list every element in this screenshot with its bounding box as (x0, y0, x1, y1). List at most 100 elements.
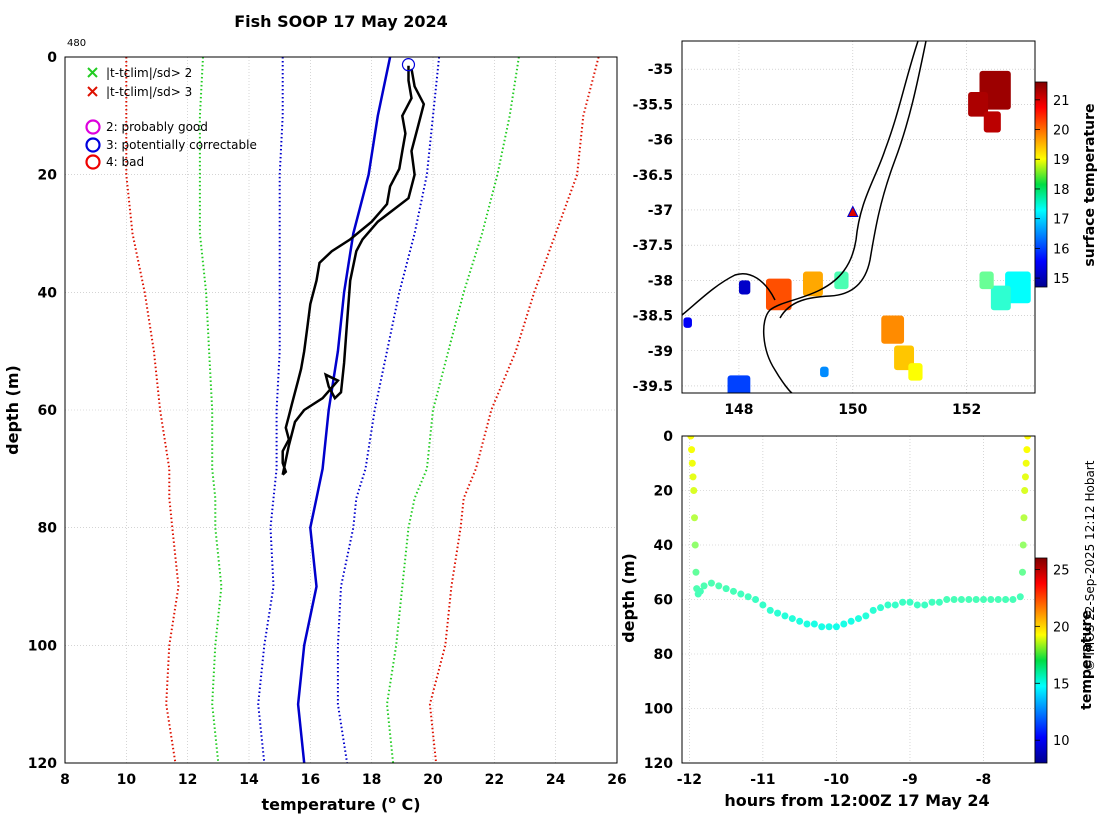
dt-point-49 (980, 596, 988, 603)
profile-xtick-9: 26 (607, 772, 626, 788)
dt-point-31 (847, 617, 855, 625)
dt-point-35 (877, 604, 885, 612)
map-track-marker (846, 205, 859, 217)
sst-patch-11 (834, 271, 849, 290)
map-xtick-1: 150 (838, 402, 867, 418)
dt-point-27 (818, 623, 826, 631)
profile-ytick-0: 0 (47, 50, 57, 66)
dt-point-40 (913, 601, 921, 609)
track-triangle-icon (846, 205, 859, 217)
dt-point-41 (921, 601, 929, 609)
dt-point-37 (891, 601, 899, 609)
map-cbar-ticklabel-4: 19 (1053, 153, 1070, 168)
profile-ytick-6: 120 (28, 756, 57, 772)
dt-point-54 (1016, 593, 1024, 601)
dt-point-34 (869, 606, 877, 614)
dt-point-30 (840, 620, 848, 628)
legend-label-4: 4: bad (106, 155, 144, 169)
depth-time-ylabel: depth (m) (619, 553, 638, 643)
profile-series-profile-upcast (281, 68, 426, 475)
map-ytick-9: -39.5 (633, 379, 673, 395)
profile-xtick-6: 20 (423, 772, 443, 788)
legend-label-3: 3: potentially correctable (106, 138, 257, 152)
dt-point-10 (696, 587, 704, 595)
dt-point-62 (1024, 436, 1032, 440)
profile-ytick-2: 40 (38, 285, 58, 301)
profile-ytick-5: 100 (28, 638, 57, 654)
map-cbar-ticklabel-2: 17 (1053, 213, 1070, 228)
profile-legend: |t-tclim|/sd> 2 |t-tclim|/sd> 3 2: probabl… (85, 66, 257, 170)
dt-xtick-2: -10 (824, 772, 850, 788)
sst-patch-4 (990, 285, 1011, 311)
depth-time-ticks: -12 -11 -10 -9 -8 0 20 40 60 80 100 120 (644, 429, 992, 788)
profile-ytick-4: 80 (38, 521, 58, 537)
legend-circle-icon-4 (85, 154, 101, 170)
dt-point-59 (1021, 473, 1029, 481)
dt-point-56 (1019, 541, 1027, 549)
profile-xtick-4: 16 (301, 772, 320, 788)
dt-point-29 (832, 623, 840, 631)
profile-xtick-2: 12 (178, 772, 197, 788)
profile-id: 480 (67, 38, 86, 49)
dt-ytick-6: 120 (644, 756, 673, 772)
dt-point-43 (935, 598, 943, 606)
map-cbar-ticklabel-0: 15 (1053, 272, 1070, 287)
legend-label-0: |t-tclim|/sd> 2 (106, 66, 192, 80)
dt-point-18 (752, 596, 760, 603)
dt-point-7 (692, 568, 700, 576)
profile-series--1sd (257, 57, 284, 763)
dt-xtick-1: -11 (750, 772, 775, 788)
sst-patch-15 (683, 317, 692, 328)
dt-point-55 (1018, 568, 1026, 576)
dt-point-57 (1020, 514, 1028, 522)
legend-circle-icon-3 (85, 137, 101, 153)
figure-title: Fish SOOP 17 May 2024 (234, 12, 448, 31)
dt-xtick-4: -8 (976, 772, 992, 788)
dt-point-61 (1023, 446, 1031, 454)
dt-point-52 (1002, 596, 1010, 603)
profile-flag-marker-0 (401, 58, 416, 72)
dt-point-6 (691, 541, 699, 549)
map-ytick-4: -37 (648, 203, 673, 219)
depth-time-colorbar-label: temperature (1079, 610, 1095, 710)
legend-x-icon-0 (87, 67, 98, 78)
profile-series--2sd (385, 57, 520, 763)
profile-xtick-7: 22 (485, 772, 504, 788)
map-ytick-1: -35.5 (633, 97, 673, 113)
dt-point-21 (774, 609, 782, 617)
map-colorbar (1034, 81, 1048, 288)
sst-patch-2 (983, 111, 1001, 133)
dt-ytick-0: 0 (663, 429, 673, 445)
legend-label-1: |t-tclim|/sd> 3 (106, 85, 192, 99)
dt-point-48 (972, 596, 980, 603)
profile-lines (125, 57, 600, 763)
legend-label-2: 2: probably good (106, 120, 208, 134)
depth-time-points (687, 436, 1032, 631)
profile-xlabel-sup: o (388, 793, 396, 806)
profile-ytick-1: 20 (38, 168, 58, 184)
depth-time-colorbar (1034, 557, 1048, 764)
map-xtick-0: 148 (724, 402, 753, 418)
dt-point-12 (707, 579, 715, 587)
sst-patch-5 (979, 271, 994, 290)
profile-ylabel: depth (m) (3, 365, 22, 455)
dt-xtick-0: -12 (677, 772, 702, 788)
profile-xtick-5: 18 (362, 772, 381, 788)
dt-point-22 (781, 612, 789, 620)
sst-patch-3 (1005, 271, 1031, 304)
dt-xtick-3: -9 (902, 772, 918, 788)
map-colorbar-label: surface temperature (1082, 103, 1098, 266)
dt-point-32 (855, 615, 862, 623)
legend-x-icon-1 (87, 86, 98, 97)
coastline-main (762, 41, 919, 393)
dt-cbar-ticklabel-3: 25 (1053, 563, 1070, 578)
profile-series--3sd (125, 57, 180, 763)
dt-point-39 (906, 598, 914, 606)
map-cbar-ticklabel-6: 21 (1053, 94, 1070, 109)
dt-point-24 (796, 617, 804, 625)
map-coastline (682, 41, 927, 393)
shelf-edge (779, 41, 927, 319)
dt-point-26 (810, 620, 818, 628)
map-ytick-7: -38.5 (633, 309, 673, 325)
